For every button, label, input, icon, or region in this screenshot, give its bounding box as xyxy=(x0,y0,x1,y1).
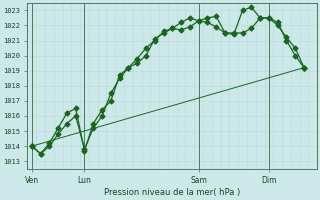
X-axis label: Pression niveau de la mer( hPa ): Pression niveau de la mer( hPa ) xyxy=(104,188,240,197)
